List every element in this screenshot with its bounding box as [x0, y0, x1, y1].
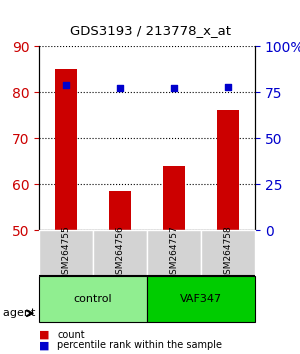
Bar	[109, 191, 131, 230]
Text: percentile rank within the sample: percentile rank within the sample	[57, 340, 222, 350]
Text: count: count	[57, 330, 85, 339]
Point	[172, 86, 176, 91]
FancyBboxPatch shape	[147, 276, 255, 322]
Bar	[163, 166, 185, 230]
FancyBboxPatch shape	[39, 276, 147, 322]
Bar	[55, 69, 77, 230]
Text: GSM264756: GSM264756	[116, 226, 124, 280]
Text: control: control	[74, 294, 112, 304]
Text: ■: ■	[39, 330, 50, 339]
FancyBboxPatch shape	[147, 230, 201, 276]
Point	[64, 82, 68, 87]
Text: agent: agent	[3, 308, 39, 318]
Text: ■: ■	[39, 340, 50, 350]
FancyBboxPatch shape	[201, 230, 255, 276]
Point	[118, 86, 122, 91]
FancyBboxPatch shape	[93, 230, 147, 276]
Text: GSM264757: GSM264757	[169, 226, 178, 280]
Point	[226, 84, 230, 89]
Text: GDS3193 / 213778_x_at: GDS3193 / 213778_x_at	[70, 24, 230, 37]
Bar	[217, 110, 239, 230]
FancyBboxPatch shape	[39, 230, 93, 276]
Text: GSM264755: GSM264755	[61, 226, 70, 280]
Text: VAF347: VAF347	[180, 294, 222, 304]
Text: GSM264758: GSM264758	[224, 226, 232, 280]
